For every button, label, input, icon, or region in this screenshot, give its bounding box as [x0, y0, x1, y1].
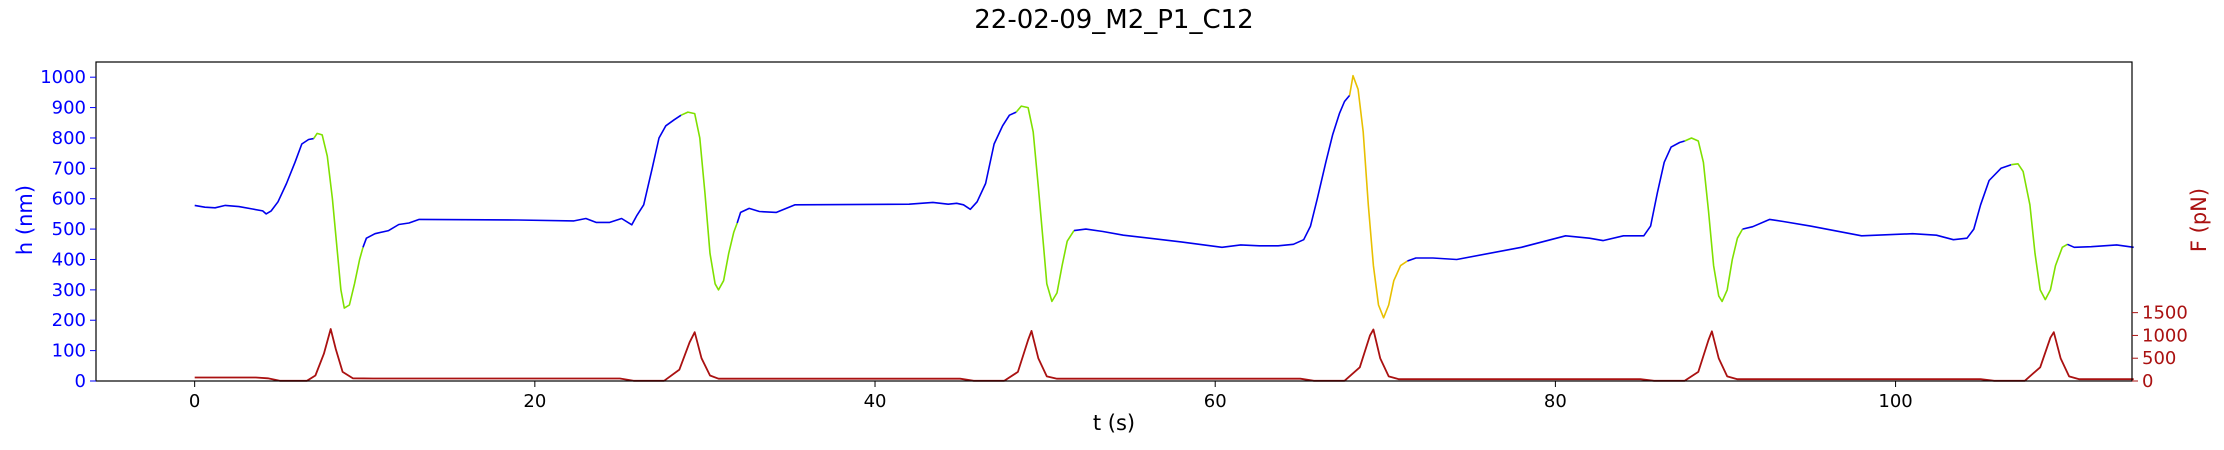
left-y-tick-label: 400 [52, 249, 86, 270]
left-y-tick-label: 800 [52, 128, 86, 149]
height-segment-6 [1073, 94, 1351, 249]
left-y-tick-label: 900 [52, 98, 86, 119]
height-segment-7 [1348, 74, 1408, 319]
x-axis: 0 20 40 60 80 100 [189, 381, 1913, 412]
series-layer [194, 74, 2134, 382]
left-y-tick-label: 200 [52, 310, 86, 331]
force-series-line [194, 328, 2134, 382]
left-y-tick-label: 1000 [40, 67, 86, 88]
x-tick-label: 60 [1204, 391, 1227, 412]
height-segment-8 [1407, 140, 1685, 262]
x-tick-label: 40 [864, 391, 887, 412]
left-y-tick-label: 0 [75, 371, 86, 392]
right-y-tick-label: 500 [2142, 348, 2176, 369]
height-segment-0 [194, 137, 314, 215]
chart-title: 22-02-09_M2_P1_C12 [974, 5, 1253, 35]
height-segment-1 [313, 132, 364, 309]
x-tick-label: 100 [1878, 391, 1912, 412]
right-y-axis-label: F (pN) [2187, 188, 2211, 252]
x-tick-label: 0 [189, 391, 200, 412]
height-segment-9 [1684, 137, 1744, 303]
height-segment-2 [362, 114, 682, 248]
x-tick-label: 20 [523, 391, 546, 412]
left-y-tick-label: 300 [52, 280, 86, 301]
right-y-tick-label: 1500 [2142, 303, 2188, 324]
height-segment-3 [680, 111, 738, 291]
left-y-tick-label: 100 [52, 341, 86, 362]
height-segment-5 [1015, 105, 1075, 303]
left-y-tick-label: 500 [52, 219, 86, 240]
height-segment-10 [1742, 163, 2012, 241]
left-y-axis-label: h (nm) [13, 185, 37, 255]
height-segment-4 [736, 111, 1017, 224]
height-segment-12 [2067, 243, 2134, 249]
plot-frame [95, 61, 2133, 382]
x-axis-label: t (s) [1093, 411, 1135, 435]
right-y-tick-label: 0 [2142, 371, 2153, 392]
right-y-tick-label: 1000 [2142, 325, 2188, 346]
height-segment-11 [2011, 163, 2068, 301]
x-tick-label: 80 [1544, 391, 1567, 412]
left-y-tick-label: 700 [52, 158, 86, 179]
left-y-tick-label: 600 [52, 189, 86, 210]
left-y-axis: 0 100 200 300 400 500 600 700 800 900 1000 [40, 67, 96, 392]
